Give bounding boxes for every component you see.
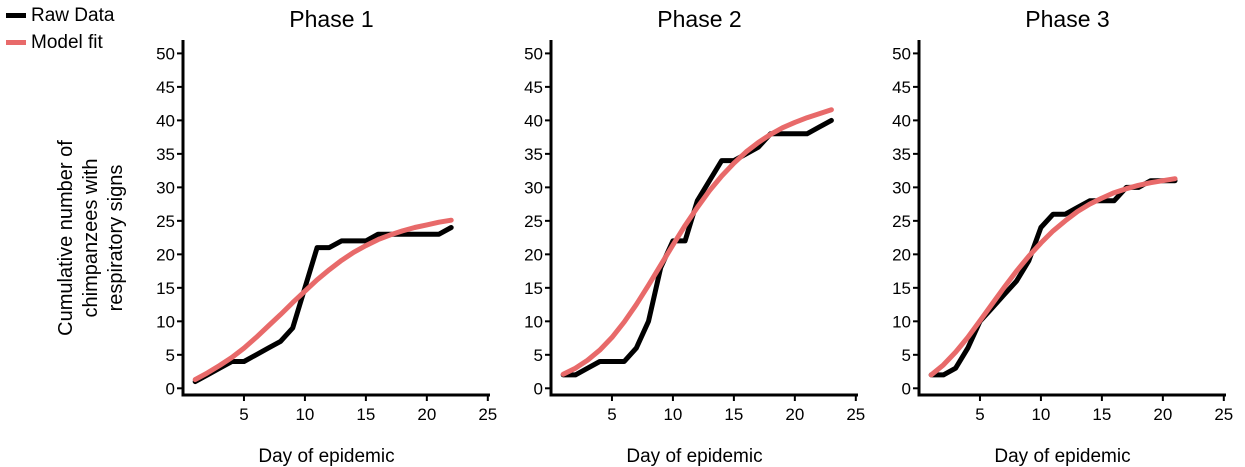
y-tick-label: 20	[524, 245, 543, 264]
y-tick-label: 40	[524, 111, 543, 130]
y-tick-label: 10	[524, 312, 543, 331]
y-tick-label: 0	[902, 379, 911, 398]
y-tick-label: 35	[156, 145, 175, 164]
y-tick-label: 5	[902, 346, 911, 365]
y-axis-label-line-1: Cumulative number of	[55, 140, 77, 336]
x-tick-label: 10	[663, 405, 682, 424]
x-tick-label: 15	[1092, 405, 1111, 424]
y-tick-label: 20	[156, 245, 175, 264]
chart-title: Phase 2	[657, 6, 741, 32]
x-axis-label: Day of epidemic	[994, 446, 1130, 467]
y-tick-label: 40	[156, 111, 175, 130]
x-tick-label: 20	[785, 405, 804, 424]
y-tick-label: 10	[156, 312, 175, 331]
chart-title: Phase 1	[289, 6, 373, 32]
chart-panel-phase-3: Phase 3 0 5 10 15 20 25 30 35 40 45 50 5 10 15 20 25 Day …	[892, 6, 1233, 467]
x-axis-label: Day of epidemic	[258, 446, 394, 467]
y-tick-label: 50	[524, 44, 543, 63]
x-tick-label: 5	[239, 405, 248, 424]
y-tick-label: 25	[156, 212, 175, 231]
series-line-raw-data	[192, 225, 454, 385]
y-tick-label: 25	[524, 212, 543, 231]
x-tick-label: 5	[607, 405, 616, 424]
x-tick-label: 10	[1031, 405, 1050, 424]
y-tick-label: 0	[166, 379, 175, 398]
y-tick-label: 15	[524, 279, 543, 298]
legend-item-raw-data: Raw Data	[6, 2, 114, 29]
x-tick-label: 15	[356, 405, 375, 424]
x-tick-label: 15	[724, 405, 743, 424]
y-tick-label: 0	[534, 379, 543, 398]
y-tick-label: 30	[156, 178, 175, 197]
y-tick-label: 10	[892, 312, 911, 331]
series-line-model-fit	[192, 217, 454, 383]
y-tick-label: 30	[892, 178, 911, 197]
legend-swatch-model-fit	[6, 40, 26, 45]
y-axis-label: Cumulative number of chimpanzees with re…	[55, 140, 127, 336]
legend-swatch-raw-data	[6, 13, 26, 18]
y-tick-label: 25	[892, 212, 911, 231]
chart-panel-phase-1: Phase 1 0 5 10 15 20 25 30 35 40 45 50 5 10 15 20 25 Day …	[156, 6, 497, 467]
x-tick-label: 25	[1214, 405, 1233, 424]
y-axis-label-line-2: chimpanzees with	[80, 159, 102, 318]
y-tick-label: 35	[524, 145, 543, 164]
x-axis-label: Day of epidemic	[626, 446, 762, 467]
y-tick-label: 45	[156, 78, 175, 97]
y-tick-label: 35	[892, 145, 911, 164]
chart-panel-phase-2: Phase 2 0 5 10 15 20 25 30 35 40 45 50 5 10 15 20 25 Day …	[524, 6, 865, 467]
y-tick-label: 40	[892, 111, 911, 130]
x-tick-label: 20	[417, 405, 436, 424]
x-tick-label: 25	[846, 405, 865, 424]
series-line-raw-data	[928, 178, 1178, 378]
y-tick-label: 50	[892, 44, 911, 63]
x-tick-label: 5	[975, 405, 984, 424]
legend: Raw Data Model fit	[6, 2, 114, 56]
y-tick-label: 5	[166, 346, 175, 365]
y-tick-label: 45	[524, 78, 543, 97]
y-tick-label: 20	[892, 245, 911, 264]
x-tick-label: 25	[478, 405, 497, 424]
y-tick-label: 45	[892, 78, 911, 97]
x-tick-label: 10	[295, 405, 314, 424]
y-tick-label: 5	[534, 346, 543, 365]
x-tick-label: 20	[1153, 405, 1172, 424]
y-tick-label: 50	[156, 44, 175, 63]
series-line-model-fit	[928, 176, 1178, 378]
series-line-model-fit	[560, 107, 834, 377]
chart-title: Phase 3	[1025, 6, 1109, 32]
legend-label-raw-data: Raw Data	[31, 5, 115, 26]
legend-label-model-fit: Model fit	[31, 32, 103, 53]
legend-item-model-fit: Model fit	[6, 29, 114, 56]
y-axis-label-line-3: respiratory signs	[105, 165, 127, 312]
y-tick-label: 15	[156, 279, 175, 298]
y-tick-label: 15	[892, 279, 911, 298]
series-line-raw-data	[560, 117, 834, 378]
y-tick-label: 30	[524, 178, 543, 197]
